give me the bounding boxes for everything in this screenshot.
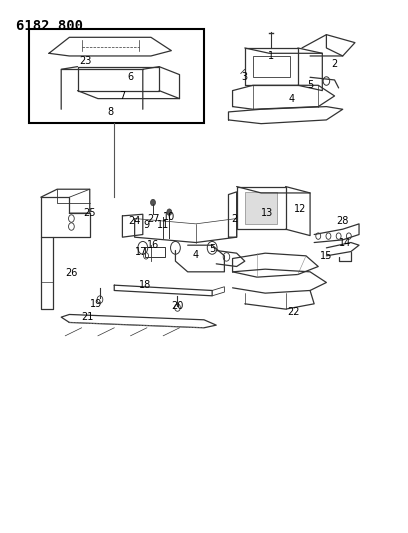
Text: 8: 8 xyxy=(107,107,113,117)
Text: 1: 1 xyxy=(268,51,275,61)
Text: 3: 3 xyxy=(242,72,248,82)
Text: 2: 2 xyxy=(331,59,338,69)
Bar xyxy=(53,96,155,109)
Text: 12: 12 xyxy=(294,204,306,214)
Circle shape xyxy=(167,209,172,215)
Text: 24: 24 xyxy=(129,216,141,226)
Text: 18: 18 xyxy=(139,280,151,290)
Text: 5: 5 xyxy=(209,244,215,254)
Text: 6182 800: 6182 800 xyxy=(16,19,83,33)
Text: 19: 19 xyxy=(90,299,102,309)
Bar xyxy=(145,247,165,257)
Text: 25: 25 xyxy=(84,208,96,218)
Text: 9: 9 xyxy=(144,220,150,230)
Text: 17: 17 xyxy=(135,247,147,256)
Text: 11: 11 xyxy=(157,220,169,230)
Text: 4: 4 xyxy=(193,250,199,260)
Bar xyxy=(86,97,126,107)
FancyBboxPatch shape xyxy=(29,29,204,123)
Text: 2: 2 xyxy=(231,214,238,223)
Text: 28: 28 xyxy=(337,216,349,226)
Text: 10: 10 xyxy=(163,212,175,222)
Text: 6: 6 xyxy=(127,72,134,82)
Text: 13: 13 xyxy=(261,208,273,218)
Text: 4: 4 xyxy=(288,94,295,103)
Bar xyxy=(253,56,290,77)
Text: 7: 7 xyxy=(119,91,126,101)
Text: 15: 15 xyxy=(320,251,333,261)
Bar xyxy=(245,192,277,224)
Text: 22: 22 xyxy=(288,307,300,317)
Circle shape xyxy=(151,199,155,206)
Text: 26: 26 xyxy=(65,268,78,278)
Text: 16: 16 xyxy=(147,240,159,250)
Text: 20: 20 xyxy=(171,302,184,311)
Text: 5: 5 xyxy=(307,80,313,90)
Text: 21: 21 xyxy=(82,312,94,322)
Text: 23: 23 xyxy=(80,56,92,66)
Text: 14: 14 xyxy=(339,238,351,247)
Text: 27: 27 xyxy=(147,214,159,223)
